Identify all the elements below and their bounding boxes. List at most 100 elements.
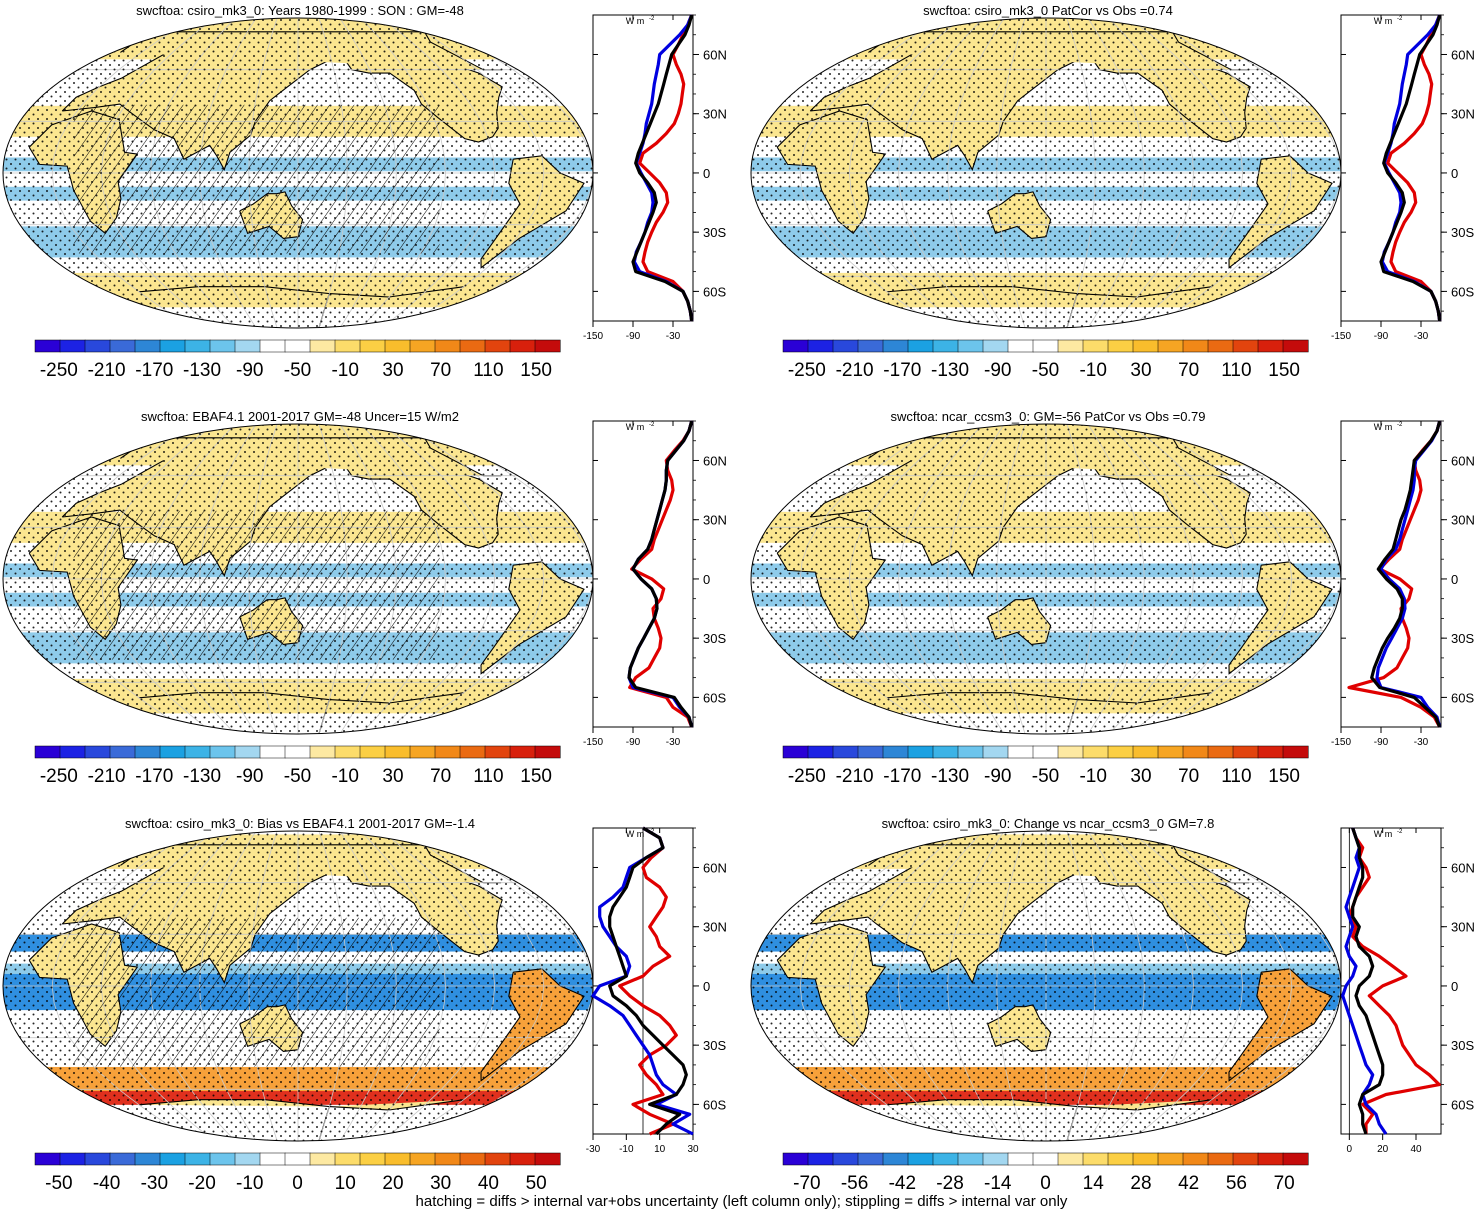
map-field bbox=[751, 831, 1341, 1141]
lat-tick-label: 30N bbox=[703, 513, 727, 528]
colorbar-box bbox=[184, 1152, 211, 1166]
colorbar-box bbox=[1182, 745, 1209, 759]
colorbar-label: -42 bbox=[889, 1173, 916, 1194]
colorbar-box bbox=[159, 1152, 186, 1166]
colorbar-label: -10 bbox=[1079, 360, 1106, 381]
units-label: W m bbox=[626, 829, 645, 839]
colorbar-box bbox=[484, 1152, 511, 1166]
map-field bbox=[3, 424, 593, 734]
colorbar-box bbox=[59, 745, 86, 759]
colorbar-label: -210 bbox=[88, 766, 126, 787]
colorbar-box bbox=[84, 1152, 111, 1166]
lat-tick-label: 30S bbox=[1451, 1038, 1474, 1053]
x-tick-label: -150 bbox=[1331, 331, 1351, 342]
colorbar-label: -250 bbox=[788, 360, 826, 381]
colorbar-box bbox=[1232, 1152, 1259, 1166]
colorbar-box bbox=[782, 1152, 809, 1166]
colorbar-box bbox=[1232, 745, 1259, 759]
colorbar-box bbox=[932, 745, 959, 759]
colorbar-box bbox=[334, 745, 361, 759]
colorbar-label: 30 bbox=[1130, 360, 1151, 381]
x-tick-label: -30 bbox=[666, 331, 681, 342]
series-line-ref bbox=[1379, 14, 1442, 322]
lat-tick-label: 60N bbox=[1451, 47, 1475, 62]
colorbar-box bbox=[234, 339, 261, 353]
colorbar-box bbox=[309, 745, 336, 759]
colorbar-label: 110 bbox=[1221, 360, 1251, 381]
colorbar-box bbox=[434, 339, 461, 353]
colorbar-box bbox=[1157, 745, 1184, 759]
x-tick-label: -30 bbox=[586, 1144, 601, 1155]
colorbar-box bbox=[34, 745, 61, 759]
colorbar-label: 110 bbox=[473, 360, 503, 381]
lat-tick-label: 60S bbox=[703, 1097, 726, 1112]
colorbar-box bbox=[334, 339, 361, 353]
hatching-overlay bbox=[73, 104, 440, 254]
colorbar-label: -20 bbox=[188, 1173, 215, 1194]
units-exponent: -2 bbox=[1397, 422, 1403, 428]
colorbar-label: -56 bbox=[841, 1173, 868, 1194]
colorbar-box bbox=[84, 745, 111, 759]
colorbar-box bbox=[1207, 1152, 1234, 1166]
colorbar-box bbox=[1032, 1152, 1059, 1166]
colorbar-label: -250 bbox=[788, 766, 826, 787]
colorbar-box bbox=[1132, 745, 1159, 759]
side-plot-frame bbox=[592, 420, 694, 728]
colorbar-box bbox=[1057, 339, 1084, 353]
series-line-model bbox=[628, 420, 694, 728]
colorbar-label: -130 bbox=[931, 360, 969, 381]
colorbar-box bbox=[284, 1152, 311, 1166]
figure-footer: hatching = diffs > internal var+obs unce… bbox=[415, 1193, 1068, 1210]
series-line-ref bbox=[1370, 420, 1442, 728]
colorbar-box bbox=[1257, 745, 1284, 759]
colorbar-label: -50 bbox=[45, 1173, 72, 1194]
colorbar-box bbox=[1157, 339, 1184, 353]
colorbar-box bbox=[1182, 339, 1209, 353]
x-tick-label: -150 bbox=[583, 737, 603, 748]
lat-tick-label: 60S bbox=[703, 284, 726, 299]
colorbar-label: -14 bbox=[984, 1173, 1012, 1194]
units-label: W m bbox=[626, 16, 645, 26]
colorbar-box bbox=[209, 339, 236, 353]
colorbar-label: -130 bbox=[931, 766, 969, 787]
colorbar-box bbox=[509, 339, 536, 353]
lat-tick-label: 0 bbox=[1451, 166, 1458, 181]
series-line-model bbox=[638, 14, 694, 322]
colorbar-label: 20 bbox=[382, 1173, 403, 1194]
stippling-overlay bbox=[751, 424, 1341, 734]
colorbar-box bbox=[309, 1152, 336, 1166]
colorbar-label: 150 bbox=[1268, 766, 1300, 787]
side-plot-frame bbox=[1340, 420, 1442, 728]
panel-title: swcftoa: ncar_ccsm3_0: GM=-56 PatCor vs … bbox=[890, 409, 1205, 424]
colorbar-box bbox=[284, 339, 311, 353]
colorbar-box bbox=[59, 1152, 86, 1166]
hatching-overlay bbox=[73, 917, 440, 1067]
lat-tick-label: 0 bbox=[1451, 979, 1458, 994]
x-tick-label: 40 bbox=[1410, 1144, 1422, 1155]
colorbar-label: -50 bbox=[284, 766, 311, 787]
x-tick-label: -10 bbox=[619, 1144, 634, 1155]
colorbar-box bbox=[807, 745, 834, 759]
colorbar-box bbox=[1082, 745, 1109, 759]
colorbar-box bbox=[484, 745, 511, 759]
map-field bbox=[3, 831, 593, 1141]
colorbar-label: 70 bbox=[1178, 360, 1199, 381]
colorbar-label: 0 bbox=[1040, 1173, 1051, 1194]
colorbar-label: -250 bbox=[40, 766, 78, 787]
colorbar-label: 30 bbox=[382, 766, 403, 787]
x-tick-label: 10 bbox=[654, 1144, 666, 1155]
colorbar-label: -70 bbox=[793, 1173, 820, 1194]
lat-tick-label: 30S bbox=[703, 631, 726, 646]
colorbar-box bbox=[1107, 1152, 1134, 1166]
colorbar-box bbox=[234, 1152, 261, 1166]
lat-tick-label: 30S bbox=[703, 225, 726, 240]
colorbar-box bbox=[234, 745, 261, 759]
colorbar-label: 70 bbox=[1274, 1173, 1295, 1194]
colorbar-label: -170 bbox=[135, 766, 173, 787]
colorbar-label: -130 bbox=[183, 360, 221, 381]
colorbar-label: 110 bbox=[1221, 766, 1251, 787]
colorbar-box bbox=[109, 745, 136, 759]
colorbar-label: 110 bbox=[473, 766, 503, 787]
lat-tick-label: 60S bbox=[1451, 1097, 1474, 1112]
